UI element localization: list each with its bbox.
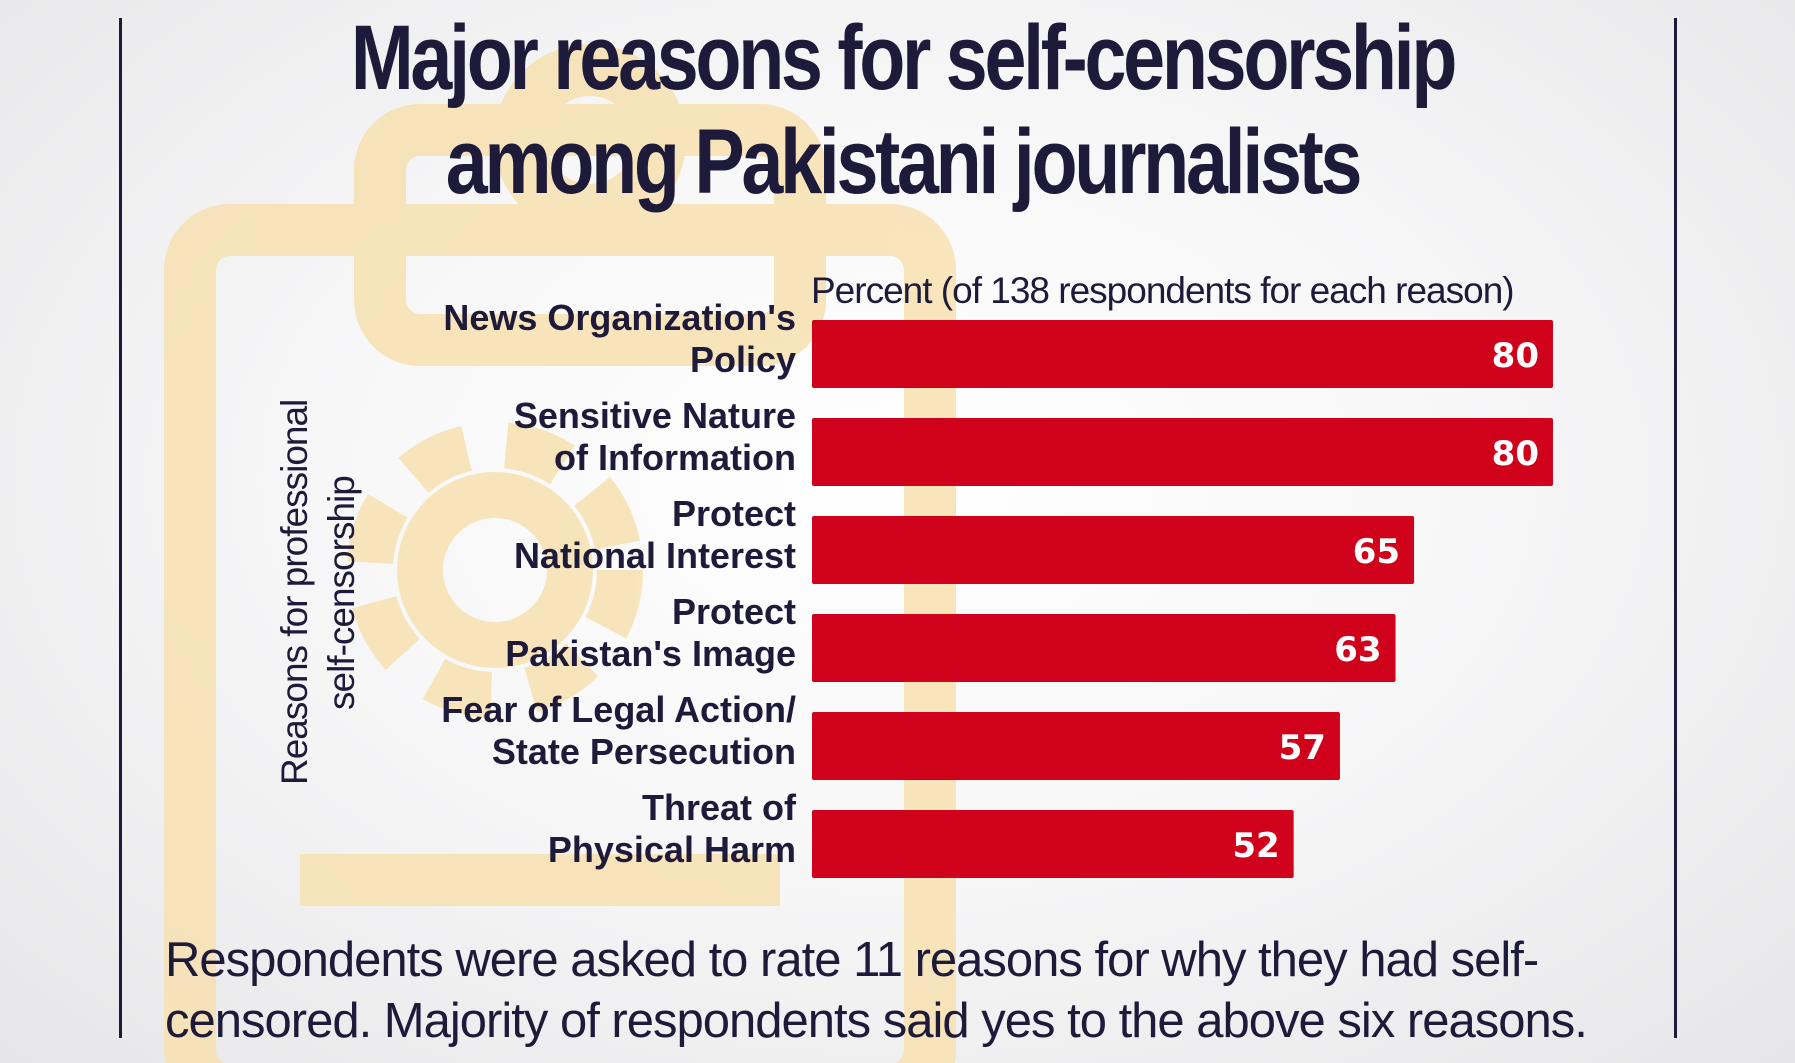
- bar-value-label-1: 80: [1492, 336, 1539, 376]
- bar-2: [812, 418, 1553, 486]
- category-label-4-line-1: Protect: [672, 591, 796, 632]
- category-label-2-line-2: of Information: [554, 437, 796, 478]
- category-label-1-line-1: News Organization's: [443, 297, 796, 338]
- bar-value-label-5: 57: [1279, 728, 1326, 768]
- category-label-3: Protect National Interest: [514, 493, 796, 576]
- bar-value-label-3: 65: [1353, 532, 1400, 572]
- gear-icon: [347, 422, 643, 718]
- bar-value-label-4: 63: [1334, 630, 1381, 670]
- category-label-6-line-1: Threat of: [642, 787, 797, 828]
- frame-line-left: [119, 18, 122, 1038]
- bar-value-label-2: 80: [1492, 434, 1539, 474]
- bar-3: [812, 516, 1415, 584]
- bar-value-label-6: 52: [1232, 826, 1279, 866]
- bar-6: [812, 810, 1294, 878]
- category-label-4-line-2: Pakistan's Image: [505, 633, 796, 674]
- bar-5: [812, 712, 1340, 780]
- bars-group: 80 News Organization's Policy 80 Sensitive N…: [441, 297, 1553, 878]
- category-label-3-line-2: National Interest: [514, 535, 796, 576]
- bar-1: [812, 320, 1553, 388]
- category-label-4: Protect Pakistan's Image: [505, 591, 796, 674]
- chart-title: Major reasons for self-censorship among …: [350, 7, 1458, 213]
- x-axis-label: Percent (of 138 respondents for each rea…: [811, 270, 1514, 311]
- bar-4: [812, 614, 1396, 682]
- y-axis-label-line-1: Reasons for professional: [274, 400, 315, 785]
- category-label-5-line-1: Fear of Legal Action/: [441, 689, 796, 730]
- category-label-5-line-2: State Persecution: [492, 731, 796, 772]
- y-axis-label-line-2: self-censorship: [321, 476, 362, 710]
- footnote: Respondents were asked to rate 11 reason…: [165, 933, 1588, 1048]
- category-label-3-line-1: Protect: [672, 493, 796, 534]
- category-label-2-line-1: Sensitive Nature: [514, 395, 796, 436]
- category-label-1: News Organization's Policy: [443, 297, 796, 380]
- category-label-1-line-2: Policy: [690, 339, 796, 380]
- category-label-6: Threat of Physical Harm: [548, 787, 797, 870]
- frame-line-right: [1674, 18, 1677, 1038]
- category-label-6-line-2: Physical Harm: [548, 829, 796, 870]
- category-label-2: Sensitive Nature of Information: [514, 395, 796, 478]
- category-label-5: Fear of Legal Action/State Persecution: [441, 689, 796, 772]
- y-axis-label: Reasons for professional self-censorship: [274, 390, 362, 785]
